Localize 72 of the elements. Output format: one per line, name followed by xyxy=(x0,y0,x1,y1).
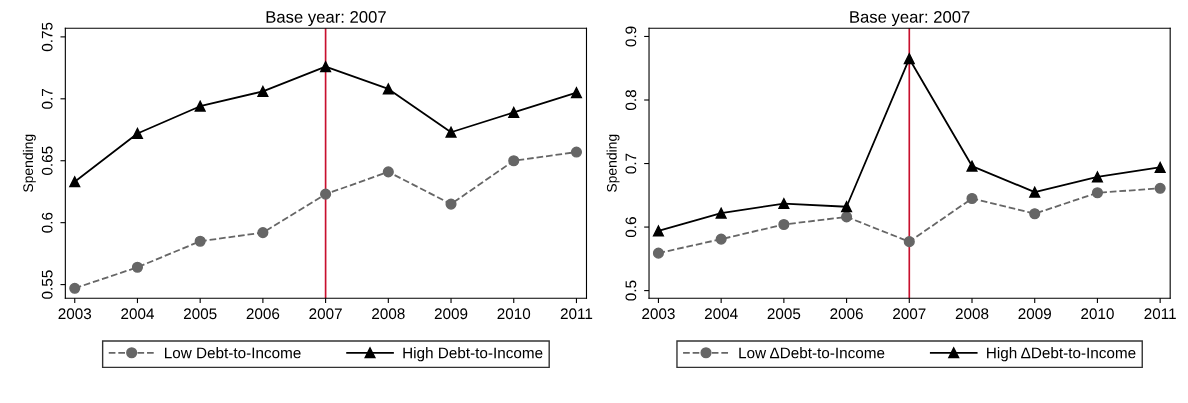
y-tick-label: 0.7 xyxy=(625,153,637,174)
y-axis-title: Spending xyxy=(606,134,620,192)
y-tick-label: 0.75 xyxy=(41,22,53,52)
point xyxy=(1154,182,1166,194)
x-tick-label: 2011 xyxy=(1144,308,1176,320)
x-tick-label: 2010 xyxy=(497,308,531,320)
y-tick-label: 0.9 xyxy=(625,26,637,47)
point xyxy=(652,225,664,237)
x-tick-label: 2005 xyxy=(767,308,801,320)
y-tick-label: 0.55 xyxy=(41,270,53,299)
point xyxy=(1154,161,1166,173)
x-tick-label: 2003 xyxy=(642,308,675,320)
x-tick-label: 2011 xyxy=(560,308,593,320)
point xyxy=(69,282,81,294)
x-tick-label: 2008 xyxy=(372,308,405,320)
point xyxy=(841,211,853,223)
point xyxy=(652,247,664,259)
chart-title: Base year: 2007 xyxy=(266,11,386,27)
legend-label: High Debt-to-Income xyxy=(403,347,543,362)
x-tick-label: 2005 xyxy=(183,308,217,320)
x-tick-label: 2003 xyxy=(58,308,92,320)
point xyxy=(257,227,269,239)
point xyxy=(257,85,269,97)
y-tick-label: 0.6 xyxy=(41,212,53,233)
y-tick-label: 0.7 xyxy=(41,88,53,109)
point xyxy=(570,87,583,99)
point xyxy=(445,198,457,210)
point xyxy=(966,160,978,172)
point xyxy=(194,235,206,247)
point xyxy=(778,198,790,210)
y-tick-label: 0.6 xyxy=(625,217,637,238)
y-tick-label: 0.65 xyxy=(41,146,53,176)
x-tick-label: 2004 xyxy=(121,308,155,320)
point xyxy=(1029,186,1041,198)
point xyxy=(131,127,144,140)
point xyxy=(445,126,457,138)
legend-label: Low Debt-to-Income xyxy=(165,347,301,359)
legend-label: Low ΔDebt-to-Income xyxy=(739,347,885,359)
x-tick-label: 2010 xyxy=(1081,308,1114,320)
point xyxy=(382,83,394,95)
x-tick-label: 2004 xyxy=(704,308,738,320)
point xyxy=(131,261,144,273)
point xyxy=(508,155,520,167)
x-tick-label: 2006 xyxy=(246,308,280,320)
point xyxy=(1029,208,1041,220)
point xyxy=(903,236,915,248)
point xyxy=(194,100,206,112)
legend-label: High ΔDebt-to-Income xyxy=(987,347,1136,362)
y-tick-label: 0.5 xyxy=(625,280,637,301)
point xyxy=(570,146,583,158)
point xyxy=(508,106,520,118)
y-axis-title: Spending xyxy=(22,134,36,192)
chart-title: Base year: 2007 xyxy=(850,11,970,27)
point xyxy=(320,61,332,73)
x-tick-label: 2009 xyxy=(434,308,468,320)
point xyxy=(382,166,394,178)
point xyxy=(966,192,978,205)
point xyxy=(1091,171,1103,183)
x-tick-label: 2007 xyxy=(309,308,342,320)
point xyxy=(715,233,727,245)
point xyxy=(903,53,915,65)
point xyxy=(778,218,790,231)
point xyxy=(320,188,332,200)
point xyxy=(715,207,727,219)
x-tick-label: 2007 xyxy=(893,308,926,320)
point xyxy=(69,176,81,188)
point xyxy=(1091,187,1103,199)
x-tick-label: 2006 xyxy=(830,308,863,320)
x-tick-label: 2008 xyxy=(955,308,989,320)
point xyxy=(841,201,853,213)
y-tick-label: 0.8 xyxy=(625,90,637,111)
x-tick-label: 2009 xyxy=(1018,308,1051,320)
